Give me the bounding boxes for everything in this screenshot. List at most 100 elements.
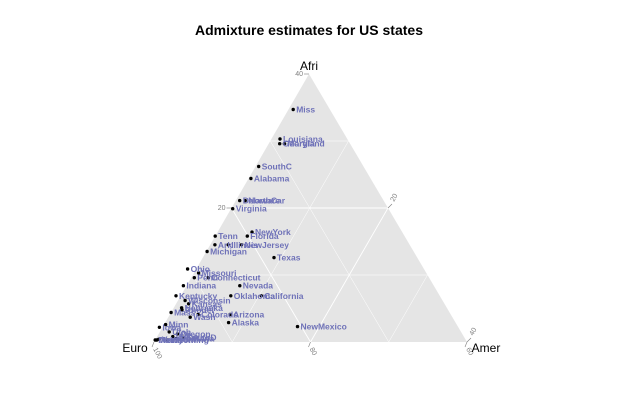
- data-point: [171, 334, 175, 339]
- data-point: [228, 312, 232, 317]
- data-point: [205, 249, 209, 254]
- data-point: [282, 142, 287, 146]
- data-point: [295, 324, 300, 329]
- data-point: [180, 308, 184, 312]
- data-label: Kansas: [192, 299, 223, 309]
- data-label: NewH: [160, 335, 184, 345]
- data-point: [259, 294, 263, 298]
- data-point: [278, 142, 282, 146]
- data-label: Ohio: [191, 264, 210, 274]
- data-point: [181, 284, 186, 288]
- grid-lines: [192, 140, 428, 343]
- data-point: [249, 176, 253, 181]
- data-label: Alaska: [232, 318, 260, 328]
- data-label: Delaware: [243, 196, 281, 206]
- grid-line-amer: [232, 140, 349, 343]
- data-label: NewMexico: [301, 322, 347, 332]
- data-label: Utah: [172, 327, 191, 337]
- tick-label-amer: 40: [469, 327, 479, 337]
- data-point: [250, 230, 254, 234]
- data-point: [245, 234, 249, 238]
- data-point: [206, 276, 211, 280]
- data-point: [239, 243, 244, 247]
- data-label: SouthC: [262, 162, 292, 172]
- data-label: Nevada: [243, 281, 274, 291]
- data-label: Georgia: [283, 139, 315, 149]
- data-label: Kentucky: [179, 291, 218, 301]
- data-label: Montana: [179, 334, 214, 344]
- grid-line-euro: [270, 140, 389, 343]
- data-point: [226, 320, 231, 325]
- grid-line-amer: [388, 274, 428, 343]
- data-label: Maryland: [287, 139, 324, 149]
- data-label: California: [264, 291, 303, 301]
- data-label: Connecticut: [211, 273, 260, 283]
- data-label: Minn: [169, 320, 189, 330]
- data-point: [186, 302, 191, 306]
- data-point: [185, 267, 190, 271]
- axis-label-afri: Afri: [300, 59, 318, 73]
- data-label: Idaho: [176, 332, 199, 342]
- axis-label-amer: Amer: [472, 341, 501, 355]
- data-point: [183, 298, 187, 303]
- tick-label-euro: 60: [464, 347, 474, 357]
- data-label: Wash: [193, 312, 215, 322]
- data-label: Colorado: [201, 310, 238, 320]
- data-point: [163, 322, 168, 327]
- data-label: Wisconsin: [188, 296, 230, 306]
- data-point: [167, 330, 171, 334]
- data-label: Maine: [158, 335, 182, 345]
- data-label: Vermont: [162, 334, 196, 344]
- data-label: Virginia: [236, 204, 267, 214]
- data-point: [291, 107, 295, 112]
- data-label: Missouri: [202, 268, 237, 278]
- tick-mark-amer: [387, 203, 393, 209]
- data-label: Iowa: [162, 322, 181, 332]
- tick-label-euro: 100: [151, 347, 163, 361]
- data-label: Tenn: [218, 231, 238, 241]
- grid-line-euro: [231, 207, 311, 343]
- data-label: SouthD: [186, 332, 216, 342]
- data-label: Ark: [218, 240, 232, 250]
- data-label: Oregon: [180, 329, 210, 339]
- data-point: [175, 332, 180, 336]
- data-point: [213, 243, 217, 247]
- axis-ticks: 40 20 20 40 100 80 60: [151, 71, 478, 360]
- data-points: [153, 107, 300, 342]
- data-point: [213, 234, 217, 238]
- data-label: Wyoming: [171, 335, 209, 345]
- data-label: Texas: [277, 253, 301, 263]
- tick-label-amer: 20: [390, 193, 400, 203]
- data-label: Michigan: [210, 247, 247, 257]
- data-label: Louisiana: [283, 134, 323, 144]
- data-label: Florida: [250, 231, 279, 241]
- data-label: Penn: [197, 273, 218, 283]
- data-point: [243, 198, 247, 203]
- data-point: [174, 337, 178, 341]
- data-point: [188, 315, 192, 319]
- tick-mark-euro: [308, 341, 311, 348]
- data-label: Nebraska: [185, 303, 224, 313]
- data-label: Illinois: [231, 240, 258, 250]
- data-point: [229, 294, 233, 298]
- axis-label-euro: Euro: [122, 341, 148, 355]
- tick-label-afri: 20: [218, 205, 226, 212]
- data-point: [196, 271, 201, 275]
- grid-line-amer: [310, 207, 389, 343]
- data-label: RhodeI: [185, 305, 214, 315]
- data-point: [166, 338, 170, 342]
- data-label: Mass: [174, 308, 196, 318]
- data-point: [226, 243, 230, 247]
- data-point: [272, 255, 276, 260]
- data-label: Arizona: [233, 310, 264, 320]
- tick-mark-euro: [464, 341, 468, 348]
- data-point: [238, 284, 242, 288]
- tick-label-afri: 40: [295, 71, 303, 78]
- data-point: [238, 198, 242, 203]
- data-label: Miss: [296, 105, 315, 115]
- tick-mark-euro: [151, 341, 155, 348]
- data-point: [153, 338, 157, 342]
